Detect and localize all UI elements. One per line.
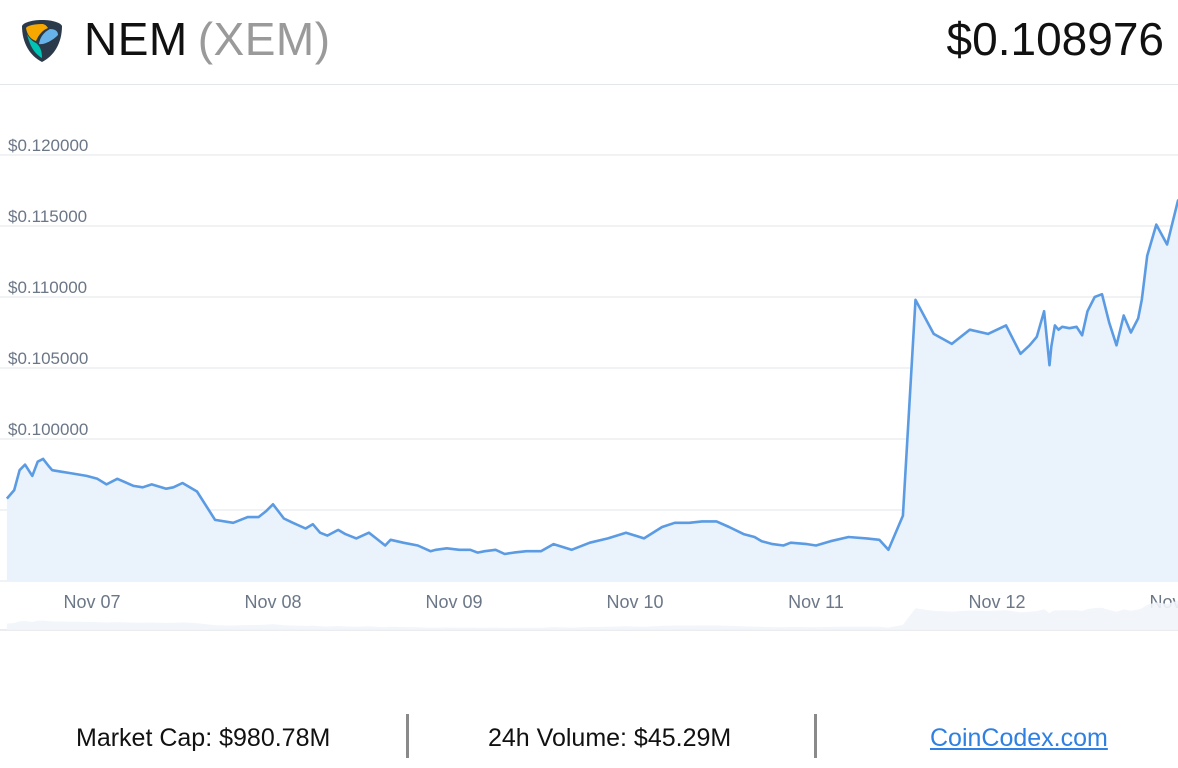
price-chart: $0.120000 $0.115000 $0.110000 $0.105000 $0.1… <box>0 85 1178 645</box>
price-area-fill <box>6 200 1178 581</box>
price-series-line <box>5 199 1178 556</box>
y-tick-label: $0.105000 <box>8 349 88 368</box>
y-tick-label: $0.100000 <box>8 420 88 439</box>
x-tick-label: Nov 12 <box>968 592 1025 612</box>
y-tick-label: $0.115000 <box>8 207 87 226</box>
y-tick-label: $0.120000 <box>8 136 88 155</box>
market-cap-stat: Market Cap: $980.78M <box>76 724 331 752</box>
x-tick-label: Nov 11 <box>788 592 844 612</box>
price-chart-svg: $0.120000 $0.115000 $0.110000 $0.105000 $0.1… <box>0 136 1178 631</box>
stats-footer: Market Cap: $980.78M 24h Volume: $45.29M… <box>0 700 1178 768</box>
coin-name: NEM <box>84 13 188 65</box>
coin-header: NEM (XEM) $0.108976 <box>0 0 1178 85</box>
stat-divider <box>406 714 409 758</box>
x-tick-label: Nov 09 <box>425 592 482 612</box>
x-tick-label: Nov 07 <box>63 592 120 612</box>
volume-stat: 24h Volume: $45.29M <box>488 724 732 752</box>
coin-symbol: (XEM) <box>197 13 331 65</box>
current-price: $0.108976 <box>946 13 1164 65</box>
x-tick-label: Nov 08 <box>244 592 301 612</box>
x-tick-label: Nov 10 <box>606 592 663 612</box>
coincodex-link[interactable]: CoinCodex.com <box>930 724 1108 752</box>
stat-divider <box>814 714 817 758</box>
y-tick-label: $0.110000 <box>8 278 87 297</box>
nem-logo-icon <box>22 20 62 62</box>
coin-title: NEM (XEM) <box>84 12 331 66</box>
navigator-area <box>6 600 1178 630</box>
